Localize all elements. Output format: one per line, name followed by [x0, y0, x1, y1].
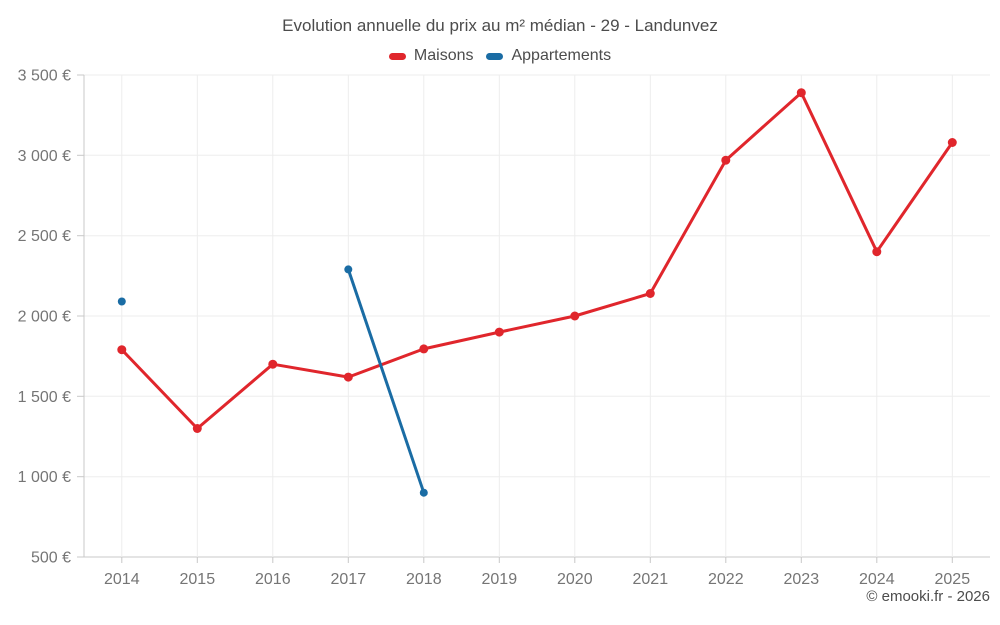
series-line-appartements [346, 267, 426, 495]
data-point-maisons-2021[interactable] [645, 289, 655, 298]
x-tick-label: 2018 [406, 571, 442, 588]
chart-legend: Maisons Appartements [0, 47, 1000, 65]
x-tick-label: 2017 [331, 571, 367, 588]
y-tick-label: 1 500 € [18, 389, 71, 406]
data-point-maisons-2016[interactable] [268, 359, 278, 369]
x-tick-label: 2020 [557, 571, 593, 588]
legend-label-appartements: Appartements [511, 47, 612, 64]
y-tick-label: 1 000 € [18, 469, 71, 486]
data-point-appartements-2014[interactable] [117, 297, 126, 306]
legend-swatch-maisons-icon [388, 52, 406, 60]
legend-item-maisons[interactable]: Maisons [388, 47, 474, 65]
data-point-appartements-2018[interactable] [419, 488, 428, 497]
y-tick-label: 3 000 € [18, 148, 71, 165]
series-line-maisons [120, 91, 954, 430]
x-tick-label: 2022 [708, 571, 744, 588]
y-tick-label: 500 € [31, 550, 71, 567]
data-point-maisons-2018[interactable] [419, 344, 429, 354]
legend-item-appartements[interactable]: Appartements [486, 47, 611, 65]
y-tick-label: 2 000 € [18, 309, 71, 326]
legend-swatch-appartements-icon [486, 52, 504, 60]
data-point-appartements-2017[interactable] [344, 265, 353, 274]
x-tick-label: 2023 [784, 571, 820, 588]
data-point-maisons-2017[interactable] [343, 372, 353, 382]
data-point-maisons-2015[interactable] [192, 424, 202, 433]
data-point-maisons-2022[interactable] [721, 155, 731, 165]
data-point-maisons-2020[interactable] [570, 311, 580, 321]
x-tick-label: 2014 [104, 571, 140, 588]
x-tick-label: 2021 [633, 571, 669, 588]
data-point-maisons-2024[interactable] [872, 247, 882, 257]
data-point-maisons-2019[interactable] [494, 327, 504, 337]
x-tick-label: 2015 [180, 571, 216, 588]
x-tick-label: 2024 [859, 571, 895, 588]
x-tick-label: 2025 [935, 571, 971, 588]
x-tick-label: 2019 [482, 571, 518, 588]
data-point-maisons-2025[interactable] [947, 138, 957, 147]
legend-label-maisons: Maisons [413, 47, 474, 64]
chart-title: Evolution annuelle du prix au m² médian … [282, 16, 718, 35]
data-point-maisons-2014[interactable] [117, 345, 127, 355]
data-point-maisons-2023[interactable] [796, 88, 806, 98]
y-tick-label: 2 500 € [18, 228, 71, 245]
y-tick-label: 3 500 € [18, 68, 71, 85]
copyright-credit: © emooki.fr - 2026 [866, 588, 990, 605]
x-tick-label: 2016 [255, 571, 291, 588]
